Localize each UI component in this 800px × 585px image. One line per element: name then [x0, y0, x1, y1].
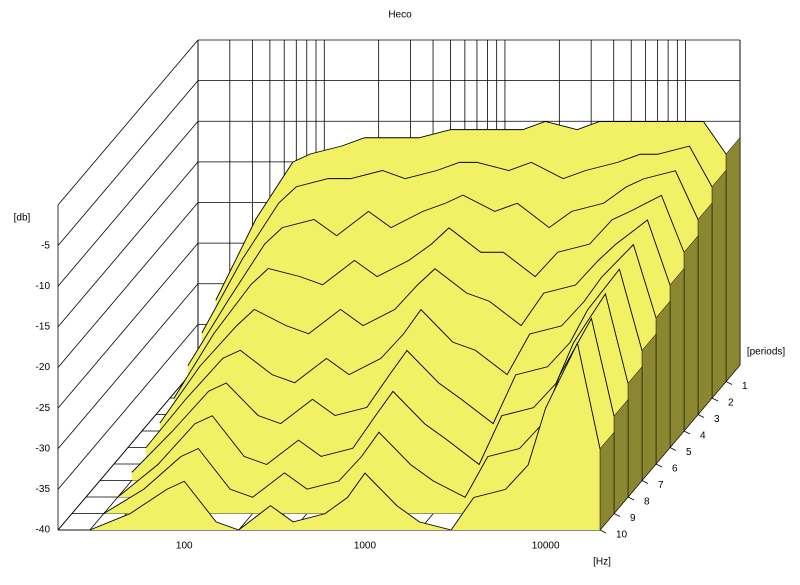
grid-line [57, 161, 199, 328]
slice-side [725, 136, 741, 383]
wall-edge [57, 39, 199, 206]
y-tick-label: -10 [36, 281, 51, 292]
slice-line [117, 292, 629, 498]
slice-side [627, 366, 643, 498]
grid-line [57, 324, 199, 490]
y-axis-label: [db] [14, 213, 31, 224]
slice-side [683, 235, 699, 432]
slice-fill [89, 343, 601, 530]
slice-side [641, 333, 657, 482]
slice-side [669, 267, 685, 449]
y-tick-label: -5 [41, 240, 50, 251]
slice-line [89, 341, 601, 531]
slice-line [159, 219, 671, 424]
z-tick-label: 6 [672, 464, 678, 475]
slice-fill [117, 293, 629, 497]
grid-line [57, 202, 199, 368]
z-tick-label: 8 [644, 497, 650, 508]
grid-line [57, 80, 199, 246]
z-tick [613, 513, 621, 517]
y-tick-label: -40 [36, 525, 51, 536]
slice-line [173, 194, 685, 399]
y-tick-label: -30 [36, 443, 51, 454]
slice-side [711, 169, 727, 399]
slice-line [187, 170, 699, 366]
slice-line [215, 121, 727, 301]
z-tick-label: 4 [700, 431, 706, 442]
slice-fill [103, 318, 615, 514]
y-tick-label: -25 [36, 403, 51, 414]
z-tick-label: 5 [686, 447, 692, 458]
z-tick [599, 529, 607, 534]
z-tick [725, 381, 733, 385]
x-tick-label: 10000 [532, 541, 560, 552]
z-tick-label: 7 [658, 480, 664, 491]
z-tick [683, 430, 691, 435]
slice-side [697, 202, 713, 416]
z-tick-label: 3 [714, 414, 720, 425]
x-tick-label: 1000 [354, 541, 377, 552]
slice-line [131, 268, 643, 473]
z-tick [627, 496, 635, 501]
x-axis-label: [Hz] [593, 557, 611, 568]
z-tick-label: 1 [742, 381, 748, 392]
grid-line [57, 283, 199, 450]
z-tick-label: 2 [728, 398, 734, 409]
z-tick [669, 447, 677, 451]
grid-line [57, 120, 199, 287]
slice-line [201, 145, 713, 334]
slice-line [103, 317, 615, 514]
slice-side [655, 300, 671, 465]
z-tick-label: 9 [630, 513, 636, 524]
z-tick-label: 10 [616, 530, 628, 541]
z-axis-label: [periods] [747, 347, 786, 358]
slice-side [613, 398, 629, 515]
y-tick-label: -15 [36, 322, 51, 333]
x-tick-label: 100 [176, 541, 193, 552]
grid-line [57, 242, 199, 409]
z-tick [641, 480, 649, 484]
slice-side [599, 431, 615, 531]
y-tick-label: -20 [36, 362, 51, 373]
z-tick [655, 463, 663, 468]
slice-line [145, 243, 657, 449]
y-tick-label: -35 [36, 484, 51, 495]
z-tick [697, 414, 705, 418]
z-tick [711, 397, 719, 402]
chart-title: Heco [388, 10, 412, 21]
